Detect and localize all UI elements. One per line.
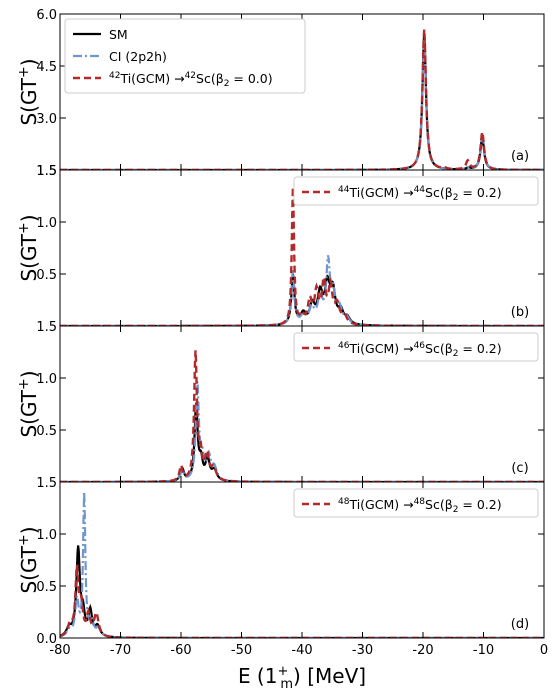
legend-label-gcm: 48Ti(GCM) →48Sc(β2 = 0.2) bbox=[338, 497, 502, 515]
y-tick-label: 0.5 bbox=[36, 580, 57, 595]
y-axis-label: S(GT+) bbox=[16, 58, 41, 125]
panel-label: (a) bbox=[511, 149, 529, 164]
x-tick-label: -20 bbox=[412, 643, 433, 658]
panel-1: 1.5 3.0 4.5 6.0 (a) S(GT+) SM CI (2p2h) 42Ti(GCM… bbox=[16, 8, 545, 179]
legend: SM CI (2p2h) 42Ti(GCM) →42Sc(β2 = 0.0) bbox=[64, 18, 306, 94]
x-axis-label: E (1+ m) [MeV] bbox=[238, 664, 366, 692]
series-gcm-line bbox=[60, 186, 544, 326]
legend: 46Ti(GCM) →46Sc(β2 = 0.2) bbox=[293, 332, 539, 362]
series-sm-line bbox=[60, 402, 544, 482]
y-tick-label: 4.5 bbox=[36, 60, 57, 75]
series-sm-line bbox=[60, 545, 544, 638]
y-tick-label: 1.5 bbox=[36, 164, 57, 179]
x-tick-label: -60 bbox=[170, 643, 191, 658]
y-tick-label: 1.5 bbox=[36, 476, 57, 491]
y-axis-label: S(GT+) bbox=[16, 370, 41, 437]
y-tick-label: 1.0 bbox=[36, 372, 57, 387]
series-gcm-line bbox=[60, 564, 544, 638]
legend-label-gcm: 42Ti(GCM) →42Sc(β2 = 0.0) bbox=[109, 71, 273, 89]
series-gcm-line bbox=[60, 350, 544, 482]
legend-box bbox=[293, 488, 539, 518]
panel-label: (b) bbox=[511, 305, 529, 320]
panel-3: 0.5 1.0 1.5 (c) S(GT+) 46Ti(GCM) →46Sc(β2 = 0… bbox=[16, 320, 545, 483]
legend: 44Ti(GCM) →44Sc(β2 = 0.2) bbox=[293, 176, 539, 206]
x-tick-label: 0 bbox=[540, 643, 548, 658]
legend-label-gcm: 46Ti(GCM) →46Sc(β2 = 0.2) bbox=[338, 341, 502, 359]
legend-label-gcm: 44Ti(GCM) →44Sc(β2 = 0.2) bbox=[338, 185, 502, 203]
y-tick-label: 1.5 bbox=[36, 320, 57, 335]
x-tick-label: -70 bbox=[110, 643, 131, 658]
y-tick-label: 1.0 bbox=[36, 528, 57, 543]
y-axis-label: S(GT+) bbox=[16, 214, 41, 281]
legend-box bbox=[64, 18, 306, 94]
legend-box bbox=[293, 176, 539, 206]
panel-label: (d) bbox=[511, 617, 529, 632]
x-tick-label: -50 bbox=[231, 643, 252, 658]
y-axis-label: S(GT+) bbox=[16, 526, 41, 593]
legend-label-ci: CI (2p2h) bbox=[109, 49, 167, 64]
panel-4: 0.0 0.5 1.0 1.5 (d) S(GT+) 48Ti(GCM) →48Sc(β2 … bbox=[16, 476, 545, 647]
y-tick-label: 3.0 bbox=[36, 112, 57, 127]
panel-label: (c) bbox=[511, 461, 528, 476]
x-tick-label: -10 bbox=[473, 643, 494, 658]
y-tick-label: 6.0 bbox=[36, 8, 57, 23]
series-ci-line bbox=[60, 255, 544, 326]
y-tick-label: 0.5 bbox=[36, 424, 57, 439]
legend-box bbox=[293, 332, 539, 362]
x-tick-label: -80 bbox=[49, 643, 70, 658]
series-ci-line bbox=[60, 381, 544, 482]
panel-2: 0.5 1.0 1.5 (b) S(GT+) 44Ti(GCM) →44Sc(β2 = 0… bbox=[16, 164, 545, 327]
legend-label-sm: SM bbox=[109, 27, 128, 42]
y-tick-label: 0.0 bbox=[36, 632, 57, 647]
y-tick-label: 0.5 bbox=[36, 268, 57, 283]
x-tick-label: -40 bbox=[291, 643, 312, 658]
series-sm-line bbox=[60, 273, 544, 326]
y-tick-label: 1.5 bbox=[36, 164, 57, 179]
legend: 48Ti(GCM) →48Sc(β2 = 0.2) bbox=[293, 488, 539, 518]
x-tick-label: -30 bbox=[352, 643, 373, 658]
y-tick-label: 1.0 bbox=[36, 216, 57, 231]
